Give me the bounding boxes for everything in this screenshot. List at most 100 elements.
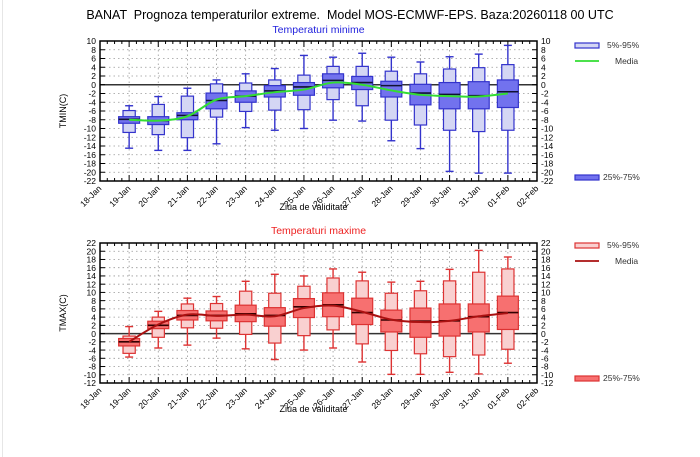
y-tick-label-right: 12 [541, 279, 551, 289]
legend-swatch-5-95 [574, 242, 600, 249]
plot-frame [99, 242, 538, 384]
y-tick-label-right: 14 [541, 271, 551, 281]
box-28-Jan [380, 56, 403, 142]
y-tick-label: 2 [91, 71, 96, 81]
y-tick-label-right: -18 [541, 159, 554, 169]
x-tick-label: 28-Jan [369, 183, 395, 209]
box-30-Jan [438, 56, 461, 173]
x-tick-label: 19-Jan [107, 385, 133, 411]
y-tick-label-right: -12 [541, 378, 554, 388]
x-tick-label: 21-Jan [165, 183, 191, 209]
box-23-Jan [234, 280, 257, 350]
x-tick-label: 02-Feb [514, 183, 540, 209]
box-26-Jan [321, 268, 345, 349]
y-tick-label: 0 [91, 329, 96, 339]
y-tick-label: 0 [91, 80, 96, 90]
y-tick-label: -10 [84, 370, 97, 380]
y-axis-label: TMAX(C) [58, 294, 68, 332]
legend-swatch-25-75 [574, 174, 600, 181]
y-tick-label-right: 2 [541, 321, 546, 331]
y-tick-label: -22 [84, 176, 97, 186]
y-tick-label-right: 18 [541, 255, 551, 265]
x-tick-label: 31-Jan [457, 183, 483, 209]
legend-label-5-95: 5%-95% [607, 240, 640, 250]
y-tick-label: 6 [91, 54, 96, 64]
legend: 5%-95% Media 25%-75% [574, 240, 640, 383]
y-tick-label: -12 [84, 132, 97, 142]
box-01-Feb [496, 256, 519, 364]
y-tick-label-right: -10 [541, 124, 554, 134]
plot-frame [99, 40, 538, 182]
y-tick-label-right: 8 [541, 45, 546, 55]
y-tick-label-right: 4 [541, 312, 546, 322]
y-tick-label: 16 [87, 263, 97, 273]
y-tick-label: -18 [84, 159, 97, 169]
legend-label-mean: Media [615, 256, 638, 266]
x-axis-label: Ziua de validitate [279, 202, 347, 212]
chart-title: Temperaturi maxime [271, 225, 366, 237]
page-border [2, 0, 3, 457]
x-tick-label: 20-Jan [136, 183, 162, 209]
box-31-Jan [467, 53, 490, 174]
box-28-Jan [380, 281, 403, 376]
y-tick-label: 4 [91, 62, 96, 72]
legend-swatch-5-95 [574, 42, 600, 49]
x-tick-label: 30-Jan [428, 385, 454, 411]
y-tick-label: -20 [84, 167, 97, 177]
x-tick-label: 21-Jan [165, 385, 191, 411]
legend-label-25-75: 25%-75% [603, 172, 640, 182]
y-tick-label: -2 [88, 337, 96, 347]
y-tick-label-right: -8 [541, 115, 549, 125]
y-tick-label: 8 [91, 296, 96, 306]
y-tick-label-right: 8 [541, 296, 546, 306]
box-27-Jan [351, 271, 374, 363]
x-tick-label: 20-Jan [136, 385, 162, 411]
y-tick-label: 10 [87, 288, 97, 298]
y-tick-label-right: -14 [541, 141, 554, 151]
y-tick-label-right: 6 [541, 54, 546, 64]
legend: 5%-95% Media 25%-75% [574, 40, 640, 182]
y-tick-label: -6 [88, 353, 96, 363]
y-tick-label-right: 0 [541, 329, 546, 339]
y-tick-label: -8 [88, 362, 96, 372]
y-tick-label: 12 [87, 279, 97, 289]
box-21-Jan [176, 87, 199, 152]
box-21-Jan [176, 297, 199, 346]
box-25-Jan [292, 275, 316, 351]
y-tick-label-right: -12 [541, 132, 554, 142]
y-tick-label: 18 [87, 255, 97, 265]
y-tick-label: -16 [84, 150, 97, 160]
box-29-Jan [409, 280, 432, 376]
y-tick-label-right: 4 [541, 62, 546, 72]
y-tick-label-right: 0 [541, 80, 546, 90]
y-tick-label: -4 [88, 97, 96, 107]
y-tick-label-right: 10 [541, 36, 551, 46]
y-tick-label: 22 [87, 238, 97, 248]
y-tick-label: -8 [88, 115, 96, 125]
y-axis-label: TMIN(C) [58, 94, 68, 129]
box-20-Jan [147, 95, 170, 152]
box-19-Jan [118, 105, 141, 149]
x-axis-label: Ziua de validitate [279, 404, 347, 414]
x-tick-label: 24-Jan [253, 385, 279, 411]
box-27-Jan [351, 52, 374, 122]
mean-line [128, 304, 508, 343]
y-tick-label: -10 [84, 124, 97, 134]
box-19-Jan [118, 325, 141, 358]
box-24-Jan [263, 67, 286, 131]
x-tick-label: 22-Jan [194, 385, 220, 411]
y-tick-label-right: 22 [541, 238, 551, 248]
box-31-Jan [467, 249, 490, 375]
legend-swatch-25-75 [574, 375, 600, 382]
legend-label-25-75: 25%-75% [603, 373, 640, 383]
y-tick-label: -12 [84, 378, 97, 388]
y-tick-label: -2 [88, 89, 96, 99]
x-tick-label: 18-Jan [78, 183, 104, 209]
x-tick-label: 29-Jan [398, 385, 424, 411]
y-tick-label: -4 [88, 345, 96, 355]
x-tick-label: 01-Feb [485, 385, 511, 411]
x-tick-label: 01-Feb [485, 183, 511, 209]
box-22-Jan [205, 79, 228, 145]
y-tick-label-right: -4 [541, 345, 549, 355]
